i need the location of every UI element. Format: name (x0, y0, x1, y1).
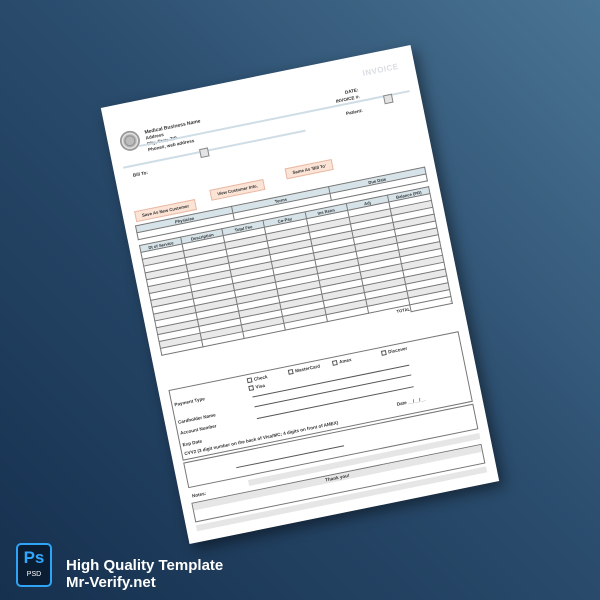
notes-label: Notes: (191, 490, 207, 499)
payment-type-label: Payment Type (173, 396, 206, 408)
checkbox-check[interactable]: Check (246, 374, 268, 384)
exp-date-label: Exp Date (182, 438, 203, 448)
checkbox-amex[interactable]: Amex (331, 357, 352, 367)
account-number-label: Account Number (179, 423, 218, 436)
header-divider (138, 90, 410, 148)
bill-to-label: Bill To: (132, 169, 149, 178)
payment-date[interactable]: Date __/__/__ (396, 396, 426, 407)
invoice-title: INVOICE (361, 61, 400, 78)
same-as-bill-to-button[interactable]: Same As 'Bill To' (284, 158, 334, 180)
cardholder-name-label: Cardholder Name (177, 412, 217, 425)
invoice-number-picker[interactable] (382, 93, 394, 105)
medical-cross-logo-icon (118, 129, 142, 153)
bill-to-picker[interactable] (199, 147, 210, 159)
checkbox-discover[interactable]: Discover (380, 346, 408, 357)
photoshop-psd-badge-icon: Ps PSD (16, 543, 52, 587)
invoice-document: INVOICE Medical Business Name Address Ci… (100, 44, 500, 545)
patient-label: Patient: (345, 107, 364, 117)
checkbox-visa[interactable]: Visa (248, 383, 265, 392)
services-table: Dt of Service Description Total Fee Co-P… (139, 186, 453, 363)
checkbox-mastercard[interactable]: MasterCard (287, 364, 321, 376)
view-customer-info-button[interactable]: View Customer Info. (209, 178, 266, 201)
promo-website: Mr-Verify.net (66, 574, 156, 591)
promo-line-1: High Quality Template (66, 557, 224, 574)
